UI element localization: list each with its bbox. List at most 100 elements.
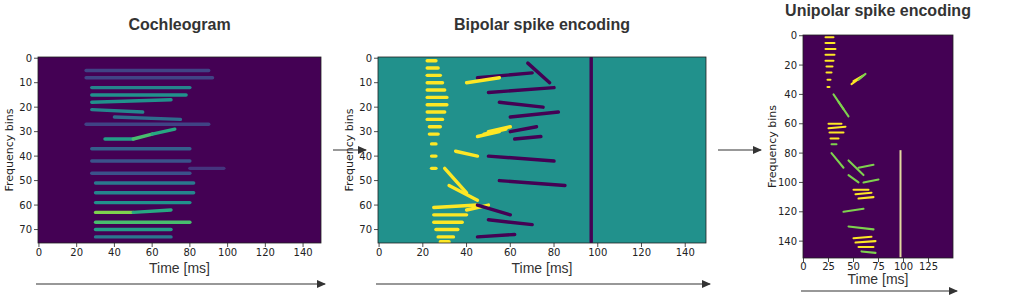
heat-stroke [499, 181, 565, 186]
plot-frame [38, 57, 321, 243]
figure: 020406080100120140010203040506070Cochleo… [0, 0, 1021, 295]
y-tick-label: 30 [19, 126, 32, 137]
time-arrow [36, 283, 325, 284]
y-tick [799, 211, 803, 212]
y-tick-label: 0 [26, 53, 32, 64]
heat-stroke [849, 175, 859, 182]
heat-stroke [133, 210, 171, 212]
heat-stroke [96, 181, 194, 184]
y-tick-label: 30 [359, 126, 372, 137]
x-tick-label: 0 [376, 247, 382, 258]
y-tick-label: 0 [791, 30, 797, 41]
x-tick-label: 20 [70, 247, 83, 258]
heat-stroke [832, 143, 837, 145]
x-tick-label: 25 [822, 261, 835, 272]
y-tick [374, 82, 378, 83]
x-axis-label: Time [ms] [848, 271, 909, 287]
heat-stroke [827, 66, 833, 68]
y-tick [799, 35, 803, 36]
heat-stroke [429, 125, 440, 128]
y-tick-label: 60 [784, 118, 797, 129]
heat-stroke [510, 112, 558, 117]
heat-stroke [92, 159, 190, 162]
x-tick-label: 20 [416, 247, 429, 258]
heat-stroke [859, 74, 866, 80]
flow-arrow [333, 149, 366, 150]
heat-stroke [859, 165, 874, 168]
heat-stroke [427, 96, 447, 99]
y-tick [374, 156, 378, 157]
heat-stroke [856, 241, 876, 242]
y-tick-label: 80 [784, 148, 797, 159]
heat-stroke [96, 211, 134, 214]
time-arrow [376, 283, 710, 284]
heat-stroke [96, 235, 171, 238]
heat-stroke [434, 220, 462, 223]
x-tick-label: 100 [588, 247, 607, 258]
heat-stroke [440, 240, 449, 243]
heat-stroke [429, 132, 438, 135]
heat-stroke [432, 167, 436, 170]
x-tick-label: 60 [504, 247, 517, 258]
x-tick-label: 125 [919, 261, 938, 272]
heat-stroke [105, 137, 133, 140]
x-tick-label: 120 [256, 247, 275, 258]
x-tick-label: 80 [548, 247, 561, 258]
heat-stroke [826, 48, 836, 50]
y-tick-label: 100 [778, 177, 797, 188]
x-axis-label: Time [ms] [149, 260, 210, 276]
heat-stroke [849, 226, 874, 229]
heat-stroke [427, 66, 438, 69]
y-tick [799, 182, 803, 183]
heat-stroke [92, 172, 190, 175]
heat-stroke [427, 88, 444, 91]
heat-stroke [436, 228, 458, 231]
heat-stroke [477, 205, 510, 215]
heat-stroke [86, 76, 212, 79]
heat-stroke [832, 153, 844, 168]
heat-stroke [427, 103, 447, 106]
x-tick-label: 120 [632, 247, 651, 258]
heat-stroke [86, 123, 209, 126]
y-tick [799, 153, 803, 154]
y-tick [374, 180, 378, 181]
heat-stroke [488, 127, 510, 132]
y-tick [34, 82, 38, 83]
heat-stroke [456, 151, 478, 156]
heat-stroke [449, 185, 477, 200]
x-tick-label: 140 [294, 247, 313, 258]
heatmap-background [38, 57, 321, 243]
heat-stroke [828, 86, 830, 88]
y-tick [34, 107, 38, 108]
panel-title: Cochleogram [128, 16, 230, 33]
y-axis-label: Frequency bins [766, 105, 779, 188]
y-tick [374, 58, 378, 59]
plot-area [803, 35, 953, 258]
heat-stroke [96, 201, 190, 204]
heat-stroke [488, 88, 554, 93]
y-tick-label: 60 [19, 200, 32, 211]
y-tick-label: 40 [19, 151, 32, 162]
y-tick-label: 120 [778, 206, 797, 217]
heat-stroke [829, 123, 842, 125]
y-tick-label: 50 [19, 175, 32, 186]
heat-stroke [589, 58, 592, 242]
y-tick [34, 58, 38, 59]
heat-stroke [434, 213, 467, 216]
x-tick-label: 0 [36, 247, 42, 258]
heat-stroke [432, 142, 436, 145]
heat-stroke [427, 59, 436, 62]
heat-stroke [839, 102, 849, 117]
heat-stroke [427, 74, 440, 77]
y-tick-label: 60 [359, 200, 372, 211]
heat-stroke [434, 205, 478, 207]
heat-stroke [856, 193, 872, 194]
x-tick-label: 40 [108, 247, 121, 258]
y-tick [34, 229, 38, 230]
y-tick [799, 123, 803, 124]
heat-stroke [854, 237, 872, 238]
y-tick [374, 107, 378, 108]
y-tick [374, 205, 378, 206]
heat-stroke [854, 189, 869, 191]
y-tick-label: 10 [359, 77, 372, 88]
